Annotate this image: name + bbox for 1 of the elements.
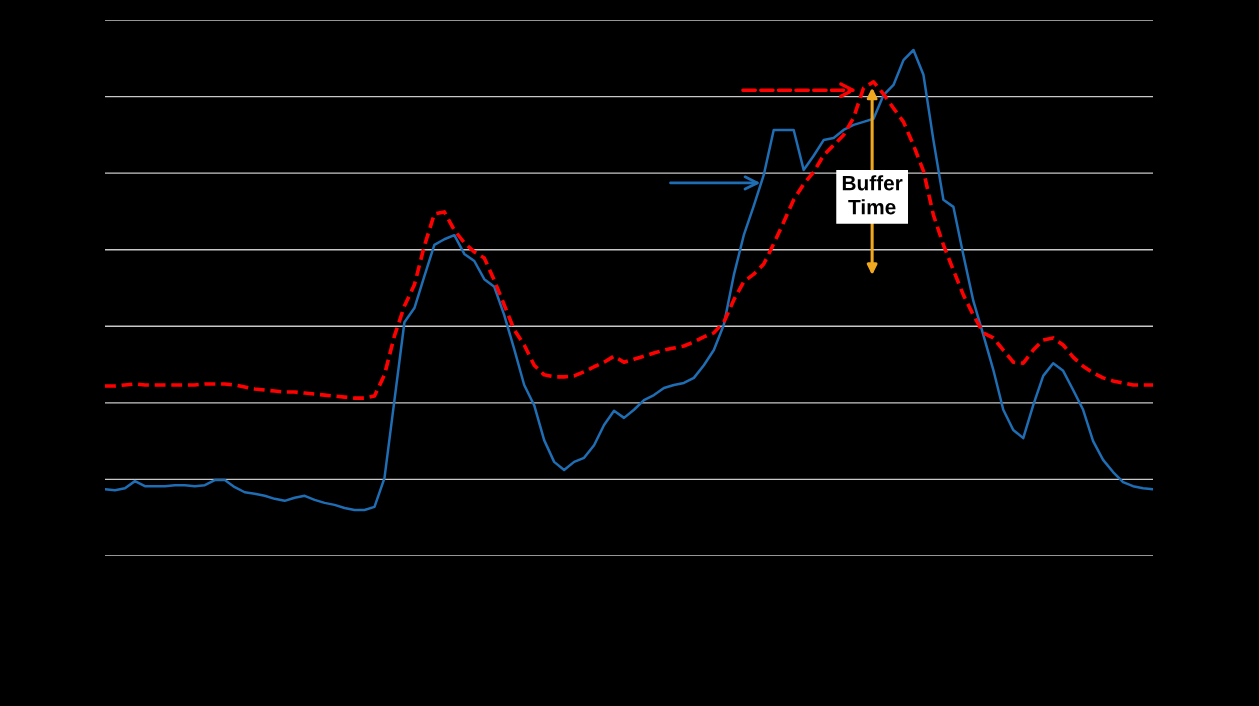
annotation: Buffer Time (842, 175, 903, 215)
